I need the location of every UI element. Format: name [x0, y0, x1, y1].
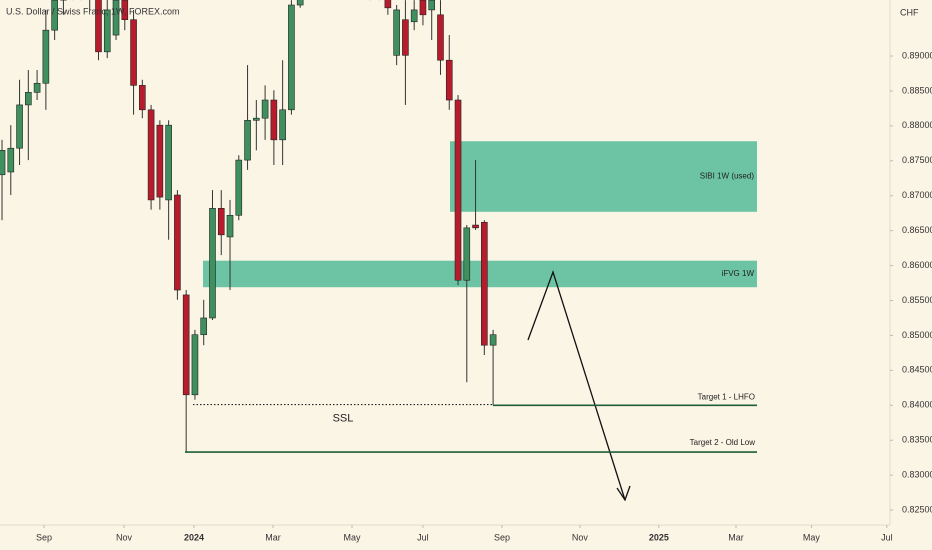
candle-body: [130, 19, 137, 86]
candle-body: [112, 0, 120, 36]
candle-body: [226, 214, 234, 238]
x-tick-label: Mar: [265, 532, 281, 542]
candle-body: [253, 117, 260, 121]
candle-body: [244, 119, 251, 161]
candle-body: [270, 99, 278, 141]
level-label: Target 1 - LHFO: [698, 392, 755, 401]
candle-body: [296, 0, 304, 6]
x-tick-label: Nov: [572, 532, 589, 542]
candle-body: [147, 109, 155, 201]
candle-body: [393, 9, 400, 56]
x-tick-label: Jul: [417, 532, 429, 542]
candle-body: [235, 159, 243, 216]
candle-body: [0, 150, 6, 176]
x-tick-label: Sep: [36, 532, 52, 542]
candle-body: [445, 59, 453, 101]
candle-body: [191, 334, 199, 396]
candle-body: [33, 82, 41, 93]
candle-body: [217, 207, 225, 236]
candle-body: [481, 221, 488, 346]
candle-body: [200, 317, 208, 336]
candle-body: [402, 19, 409, 56]
candle-body: [279, 109, 286, 141]
x-tick-label: Mar: [728, 532, 744, 542]
candle-body: [165, 124, 172, 201]
y-tick-label: 0.88000: [902, 120, 932, 130]
y-tick-label: 0.85000: [902, 330, 932, 340]
candle-body: [472, 224, 479, 229]
candle-body: [25, 92, 32, 106]
y-tick-label: 0.89000: [902, 50, 932, 60]
y-tick-label: 0.82500: [902, 504, 932, 514]
candle-body: [410, 9, 418, 23]
level-label: SSL: [333, 412, 354, 424]
y-tick-label: 0.87000: [902, 190, 932, 200]
y-tick-label: 0.87500: [902, 155, 932, 165]
candle-body: [454, 99, 462, 281]
zone: [203, 260, 757, 288]
y-tick-label: 0.83000: [902, 470, 932, 480]
y-tick-label: 0.84500: [902, 365, 932, 375]
candle-body: [288, 4, 295, 111]
y-tick-label: 0.86000: [902, 260, 932, 270]
arrow-head: [616, 485, 631, 502]
candle-body: [489, 334, 497, 346]
chart-title: U.S. Dollar / Swiss Franc, 1W, FOREX.com: [6, 6, 180, 16]
candle-body: [121, 0, 129, 20]
candle-body: [463, 227, 471, 281]
candle-body: [174, 194, 181, 291]
x-tick-label: Jul: [881, 532, 893, 542]
candle-body: [16, 104, 23, 149]
candle-body: [419, 0, 427, 16]
y-tick-label: 0.84000: [902, 400, 932, 410]
candle-body: [428, 0, 436, 11]
zone-label: iFVG 1W: [722, 269, 755, 278]
level-label: Target 2 - Old Low: [690, 438, 756, 447]
candle-body: [182, 294, 190, 396]
y-tick-label: 0.88500: [902, 85, 932, 95]
plot-area: [0, 0, 757, 453]
x-tick-label: 2024: [184, 532, 204, 542]
y-tick-label: 0.86500: [902, 225, 932, 235]
candle-body: [139, 85, 146, 111]
x-tick-label: May: [343, 532, 361, 542]
candle-body: [95, 0, 102, 53]
candle-body: [437, 14, 444, 61]
x-tick-label: 2025: [649, 532, 669, 542]
y-tick-label: 0.85500: [902, 295, 932, 305]
x-tick-label: May: [803, 532, 821, 542]
candle-body: [7, 147, 15, 173]
candle-body: [103, 9, 111, 53]
candle-body: [384, 0, 392, 9]
zone: [450, 141, 757, 212]
candle-body: [42, 29, 50, 84]
candle-body: [261, 99, 269, 119]
y-tick-label: 0.83500: [902, 435, 932, 445]
currency-label: CHF: [900, 7, 919, 17]
projection-arrow: [527, 269, 626, 501]
candle-body: [156, 124, 164, 198]
zone-label: SIBI 1W (used): [700, 172, 755, 181]
candle-body: [209, 207, 216, 319]
candle-body: [51, 0, 58, 31]
x-tick-label: Nov: [116, 532, 133, 542]
x-tick-label: Sep: [494, 532, 510, 542]
